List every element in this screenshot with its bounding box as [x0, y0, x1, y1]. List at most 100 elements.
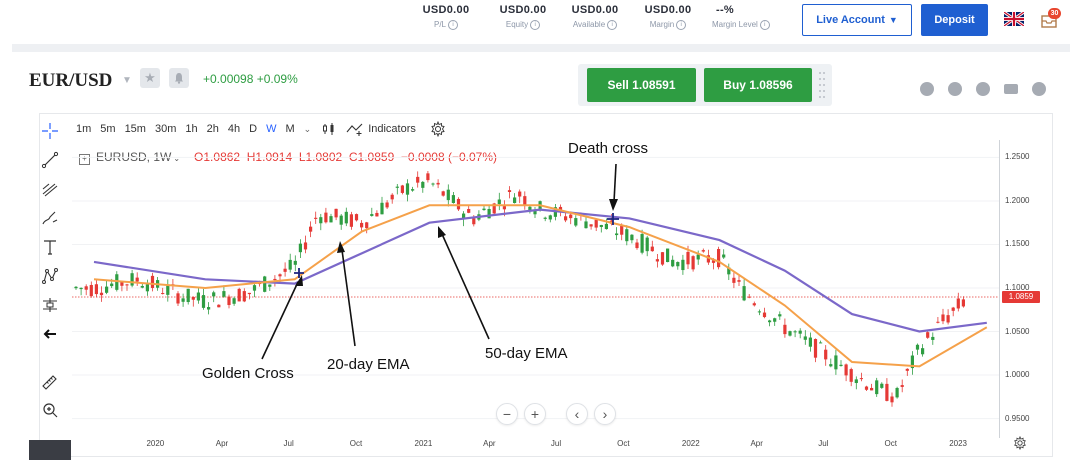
- ruler-tool[interactable]: [38, 369, 62, 393]
- timeframe-4h[interactable]: 4h: [227, 123, 241, 135]
- favorite-button[interactable]: ★: [140, 68, 160, 88]
- instrument-symbol[interactable]: EUR/USD: [29, 70, 113, 91]
- brush-tool[interactable]: [38, 206, 62, 230]
- timeframe-1h[interactable]: 1h: [185, 123, 198, 135]
- time-axis[interactable]: 2020 Apr Jul Oct 2021 Apr Jul Oct 2022 Apr Jul Oct 2…: [72, 437, 1000, 451]
- chart-settings-icon[interactable]: [1013, 436, 1027, 450]
- compass-icon[interactable]: [948, 82, 962, 96]
- y-tick-label: 1.2000: [1005, 195, 1030, 205]
- candle-body: [594, 219, 598, 228]
- zoom-out-button[interactable]: −: [496, 403, 518, 425]
- candle-body: [528, 206, 532, 212]
- timeframe-bar: 1m 5m 15m 30m 1h 2h 4h D W M ⌄ Indicator…: [76, 121, 446, 137]
- more-timeframes-icon[interactable]: ⌄: [303, 123, 312, 134]
- toolbar-footer[interactable]: [29, 440, 71, 460]
- candle-body: [186, 288, 190, 303]
- candle-body: [309, 226, 313, 232]
- candlestick-icon[interactable]: [322, 122, 336, 136]
- candle-body: [105, 286, 109, 293]
- deposit-button[interactable]: Deposit: [921, 4, 988, 36]
- timeframe-m[interactable]: M: [285, 123, 295, 135]
- timeframe-d[interactable]: D: [249, 123, 258, 135]
- zoom-tool[interactable]: [38, 398, 62, 422]
- info-icon[interactable]: i: [759, 20, 770, 30]
- text-tool[interactable]: [38, 235, 62, 259]
- candle-body: [222, 291, 226, 297]
- candle-body: [660, 252, 665, 265]
- buy-button[interactable]: Buy 1.08596: [704, 68, 812, 102]
- info-icon[interactable]: i: [448, 20, 458, 30]
- trend-line-tool[interactable]: [38, 148, 62, 172]
- fib-tool[interactable]: [38, 177, 62, 201]
- candle-body: [676, 262, 680, 267]
- chevron-down-icon[interactable]: ⌄: [173, 154, 181, 163]
- stat-available: USD0.00 Available i: [566, 4, 624, 30]
- candle-body: [247, 292, 251, 295]
- x-tick-label: 2021: [414, 439, 433, 448]
- candle-body: [446, 189, 450, 201]
- indicators-icon[interactable]: [346, 122, 364, 136]
- collapse-toolbar-button[interactable]: [38, 322, 62, 346]
- info-icon[interactable]: i: [676, 20, 687, 30]
- expand-icon[interactable]: +: [79, 154, 90, 165]
- candle-body: [135, 277, 139, 282]
- candle-body: [94, 284, 98, 295]
- info-icon[interactable]: i: [530, 20, 541, 30]
- candle-body: [176, 293, 180, 304]
- candle-body: [125, 284, 129, 286]
- candle-body: [910, 355, 914, 369]
- stat-value: USD0.00: [422, 4, 470, 16]
- x-tick-label: Apr: [483, 439, 496, 448]
- candle-body: [507, 190, 512, 193]
- stat-value: USD0.00: [499, 4, 547, 16]
- candle-body: [671, 259, 675, 267]
- info-icon[interactable]: [1032, 82, 1046, 96]
- crosshair-tool[interactable]: [38, 119, 62, 143]
- info-icon[interactable]: i: [607, 20, 618, 30]
- candle-body: [625, 229, 629, 242]
- measure-tool[interactable]: [38, 293, 62, 317]
- indicators-button[interactable]: Indicators: [368, 123, 416, 135]
- scroll-right-button[interactable]: ›: [594, 403, 616, 425]
- notifications-button[interactable]: 30: [1040, 8, 1061, 30]
- candle-body: [681, 259, 685, 271]
- price-alert-button[interactable]: [169, 68, 189, 88]
- live-account-button[interactable]: Live Account ▼: [802, 4, 912, 36]
- timeframe-30m[interactable]: 30m: [154, 123, 177, 135]
- drag-handle-icon[interactable]: [818, 70, 826, 100]
- calendar-icon[interactable]: [1004, 84, 1018, 94]
- scroll-left-button[interactable]: ‹: [566, 403, 588, 425]
- chevron-left-icon: ‹: [574, 406, 580, 422]
- uk-flag-icon[interactable]: [1004, 12, 1024, 26]
- clock-icon[interactable]: [976, 82, 990, 96]
- chevron-right-icon: ›: [602, 406, 608, 422]
- pattern-tool[interactable]: [38, 264, 62, 288]
- timeframe-5m[interactable]: 5m: [100, 123, 116, 135]
- timeframe-w[interactable]: W: [266, 123, 277, 135]
- candle-body: [497, 199, 501, 205]
- chevron-down-icon[interactable]: ▼: [122, 75, 132, 86]
- sell-button[interactable]: Sell 1.08591: [587, 68, 696, 102]
- candle-body: [885, 383, 889, 401]
- timeframe-15m[interactable]: 15m: [124, 123, 146, 135]
- live-account-label: Live Account: [816, 14, 885, 26]
- candle-body: [451, 195, 455, 204]
- zoom-in-button[interactable]: +: [524, 403, 546, 425]
- x-tick-label: 2022: [681, 439, 700, 448]
- price-chart[interactable]: [72, 140, 1000, 436]
- candle-body: [74, 286, 78, 289]
- candle-body: [574, 218, 578, 226]
- candle-body: [844, 364, 848, 376]
- plus-icon: +: [530, 406, 540, 422]
- settings-icon[interactable]: [430, 121, 446, 137]
- candle-body: [783, 324, 787, 335]
- candle-layer: [74, 171, 965, 407]
- candle-body: [839, 364, 843, 367]
- candle-body: [140, 285, 144, 288]
- ema20-label: 20-day EMA: [327, 356, 410, 373]
- timeframe-1m[interactable]: 1m: [76, 123, 92, 135]
- pie-chart-icon[interactable]: [920, 82, 934, 96]
- candle-body: [89, 284, 93, 297]
- candle-body: [650, 246, 654, 252]
- timeframe-2h[interactable]: 2h: [206, 123, 219, 135]
